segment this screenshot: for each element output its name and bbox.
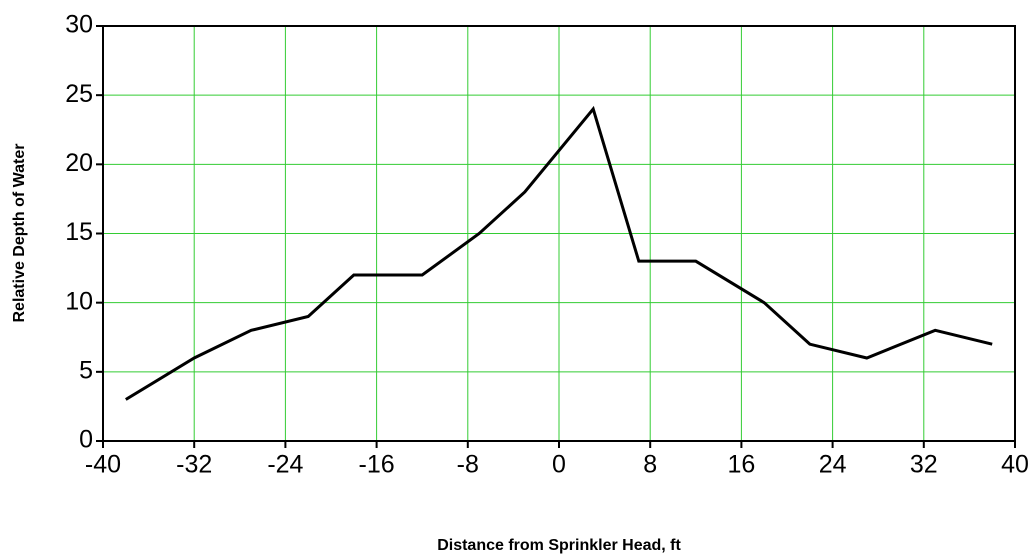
x-tick-label: 8 <box>643 451 657 479</box>
x-tick-label: 24 <box>819 451 847 479</box>
y-tick-label: 30 <box>65 11 93 39</box>
y-tick-label: 15 <box>65 218 93 246</box>
y-tick-label: 25 <box>65 80 93 108</box>
y-axis-label: Relative Depth of Water <box>11 144 28 323</box>
x-tick-label: -16 <box>359 451 395 479</box>
y-tick-label: 0 <box>79 426 93 454</box>
x-tick-label: -40 <box>85 451 121 479</box>
x-tick-label: -8 <box>457 451 479 479</box>
x-axis-label: Distance from Sprinkler Head, ft <box>437 537 681 554</box>
x-tick-label: 0 <box>552 451 566 479</box>
x-tick-label: -32 <box>176 451 212 479</box>
x-tick-label: 32 <box>910 451 938 479</box>
y-tick-label: 10 <box>65 287 93 315</box>
plot-frame <box>102 25 1016 442</box>
x-tick-label: -24 <box>267 451 303 479</box>
y-tick-label: 5 <box>79 356 93 384</box>
x-tick-label: 16 <box>727 451 755 479</box>
x-tick-label: 40 <box>1001 451 1029 479</box>
data-line <box>125 105 993 401</box>
y-tick-label: 20 <box>65 149 93 177</box>
